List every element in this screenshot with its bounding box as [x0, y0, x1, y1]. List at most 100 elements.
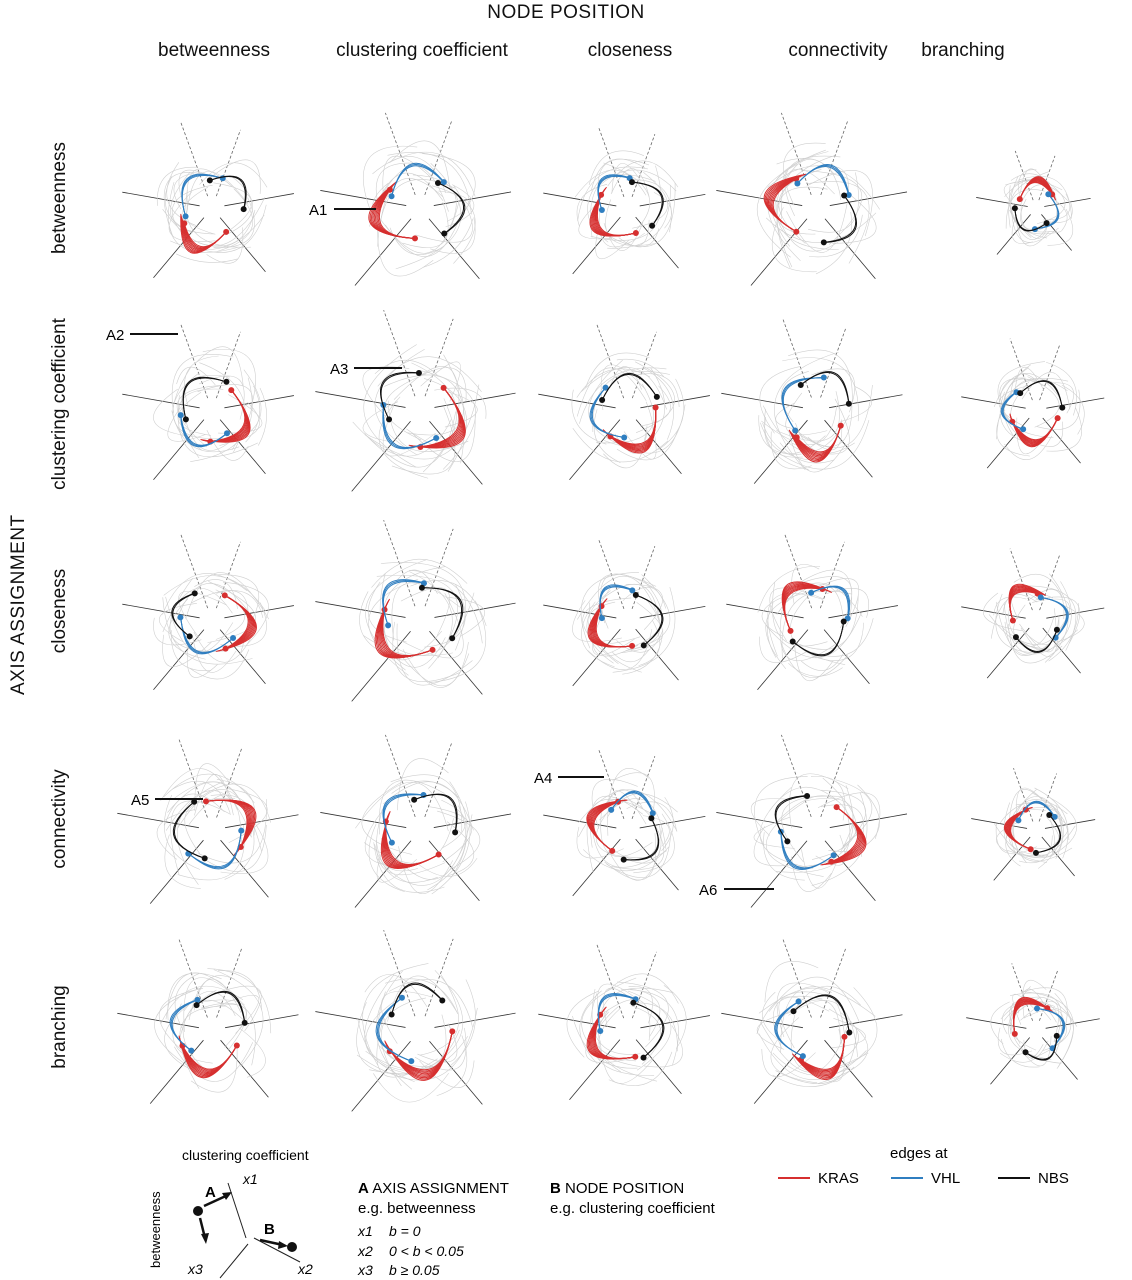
- background-edge: [776, 186, 828, 268]
- background-edge: [1035, 596, 1080, 644]
- key-arrowhead-b: [278, 1241, 288, 1249]
- background-edge: [788, 1000, 858, 1058]
- highlight-edge: [182, 377, 227, 420]
- background-edge: [378, 1036, 469, 1069]
- key-arrow-a: [203, 1193, 229, 1208]
- highlight-edge: [182, 376, 228, 420]
- node-marker: [1027, 846, 1034, 853]
- background-edge: [379, 573, 453, 657]
- background-edge: [1020, 991, 1074, 1068]
- background-edge: [835, 779, 873, 847]
- background-edge: [162, 573, 248, 615]
- key-axis-x3: [219, 1243, 249, 1279]
- background-edge: [198, 209, 256, 247]
- highlight-edge: [797, 165, 850, 197]
- node-marker: [1045, 191, 1052, 198]
- node-marker: [388, 1011, 395, 1018]
- background-edge: [1009, 789, 1050, 820]
- highlight-edge: [774, 795, 809, 842]
- background-edge: [174, 1042, 254, 1082]
- highlight-edge: [1034, 814, 1061, 854]
- node-marker: [193, 1002, 200, 1009]
- background-edge: [380, 562, 466, 651]
- hive-axis: [543, 604, 617, 619]
- background-edge: [194, 763, 230, 811]
- highlight-edge: [382, 403, 437, 449]
- background-edge: [632, 172, 669, 229]
- background-edge: [600, 169, 677, 192]
- node-marker: [845, 400, 852, 407]
- background-edge: [758, 987, 846, 1039]
- background-edge: [395, 163, 462, 270]
- highlight-edge: [172, 800, 205, 859]
- background-edge: [1010, 1003, 1062, 1064]
- background-edge: [158, 602, 197, 643]
- background-edge: [800, 569, 853, 618]
- node-marker: [186, 633, 193, 640]
- hive-axis: [753, 1039, 808, 1104]
- hive-axis: [428, 840, 480, 902]
- node-marker: [1016, 196, 1023, 203]
- background-edge: [177, 781, 224, 885]
- hive-axis: [971, 818, 1028, 829]
- background-edge: [1032, 598, 1070, 637]
- node-marker: [598, 603, 605, 610]
- hive-axis: [819, 541, 845, 609]
- highlight-edge: [622, 818, 660, 861]
- legend-label-vhl: VHL: [931, 1170, 960, 1187]
- hive-axis: [635, 838, 679, 891]
- highlight-edge: [635, 594, 664, 647]
- node-marker: [789, 638, 796, 645]
- hive-axis: [385, 734, 416, 817]
- hive-plot-r5-c1: [117, 939, 299, 1104]
- background-edge: [800, 653, 844, 671]
- hive-axis: [635, 628, 679, 681]
- hive-axis: [429, 631, 483, 695]
- key-arrowhead-down: [201, 1233, 209, 1244]
- background-edge: [1017, 176, 1072, 219]
- background-edge: [1001, 1004, 1016, 1035]
- background-edge: [626, 179, 672, 233]
- background-edge: [362, 145, 418, 211]
- background-edge: [574, 169, 647, 198]
- hive-axis: [1009, 338, 1033, 401]
- background-edge: [198, 799, 267, 864]
- background-edge: [389, 140, 451, 189]
- node-marker: [608, 806, 615, 813]
- hive-axis: [1041, 836, 1075, 877]
- node-marker: [1034, 1005, 1041, 1012]
- background-edge: [781, 795, 842, 863]
- hive-axis: [640, 1015, 710, 1029]
- background-edge: [178, 591, 227, 639]
- key-rule-axis-2: x2: [357, 1243, 373, 1259]
- node-marker: [1043, 220, 1050, 227]
- hive-axis: [598, 127, 625, 197]
- background-edge: [621, 989, 679, 1066]
- hive-axis: [986, 417, 1030, 469]
- background-edge: [759, 787, 814, 869]
- highlight-edge: [408, 387, 466, 449]
- hive-axis: [320, 812, 407, 828]
- background-edge: [642, 367, 674, 440]
- background-edge: [393, 366, 460, 438]
- hive-axis: [117, 812, 199, 829]
- hive-axis: [781, 112, 812, 195]
- background-edge: [1027, 589, 1065, 619]
- hive-axis: [351, 1041, 411, 1112]
- background-edge: [586, 590, 614, 664]
- key-rule-value-2: 0 < b < 0.05: [389, 1243, 464, 1259]
- node-marker: [1046, 812, 1053, 819]
- background-edge: [1034, 787, 1069, 859]
- background-edge: [414, 1027, 467, 1071]
- node-marker: [222, 645, 229, 652]
- background-edge: [164, 834, 201, 889]
- node-marker: [846, 1029, 853, 1036]
- background-edge: [420, 367, 467, 402]
- hive-axis: [1046, 607, 1105, 619]
- node-marker: [793, 175, 800, 182]
- background-edge: [1061, 385, 1085, 435]
- background-edge: [213, 969, 264, 1067]
- background-edge: [579, 367, 667, 424]
- background-edge: [193, 346, 244, 387]
